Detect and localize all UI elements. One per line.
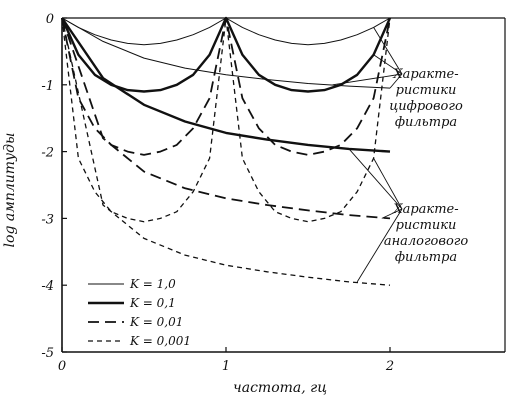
y-tick-label: -1 (41, 79, 54, 94)
series-line-digital-2 (61, 17, 391, 156)
annotation-text: аналогового (384, 234, 469, 249)
y-axis-label: log амплитуды (2, 133, 18, 248)
annotation-leader-line (356, 208, 403, 283)
x-tick-label: 1 (222, 359, 230, 374)
annotations: Характе-ристикицифровогофильтраХаракте-р… (332, 27, 469, 283)
legend-label: K = 0,1 (129, 296, 176, 310)
annotation-leader-line (373, 27, 403, 75)
annotation-leader-line (373, 158, 403, 210)
y-tick-label: -4 (41, 279, 54, 294)
annotation-leader-line (348, 148, 403, 210)
annotation-text: ристики (396, 218, 457, 233)
series-line-analog-7 (61, 17, 391, 286)
x-tick-label: 0 (58, 359, 66, 374)
annotation-leader-line (389, 73, 403, 89)
annotation-text: Характе- (392, 67, 458, 82)
series-line-digital-3 (61, 17, 391, 223)
x-tick-label: 2 (385, 359, 394, 374)
annotation-text: ристики (396, 83, 457, 98)
annotation-leader-line (332, 73, 403, 86)
series-line-analog-4 (61, 17, 391, 89)
legend-label: K = 0,001 (129, 334, 191, 348)
series-line-analog-6 (61, 17, 391, 220)
annotation-text: Характе- (392, 202, 458, 217)
annotation-text: фильтра (395, 250, 457, 265)
y-tick-label: 0 (46, 12, 54, 27)
y-tick-label: -5 (41, 346, 54, 361)
annotation-text: цифрового (389, 99, 463, 114)
annotation-leader-line (373, 54, 403, 75)
y-tick-label: -2 (41, 146, 54, 161)
y-tick-label: -3 (41, 212, 54, 227)
legend-label: K = 0,01 (129, 315, 183, 329)
annotation-text: фильтра (395, 115, 457, 130)
axis-ticks: 0 -1 -2 -3 -4 -5 0 1 2 (41, 12, 394, 374)
series-layer (60, 16, 392, 286)
series-line-digital-1 (60, 16, 392, 93)
legend-label: K = 1,0 (129, 277, 176, 291)
annotation-leader-line (381, 208, 403, 219)
x-axis-label: частота, гц (233, 380, 327, 396)
legend: K = 1,0 K = 0,1 K = 0,01 K = 0,001 (88, 277, 191, 348)
series-line-analog-5 (61, 17, 391, 153)
